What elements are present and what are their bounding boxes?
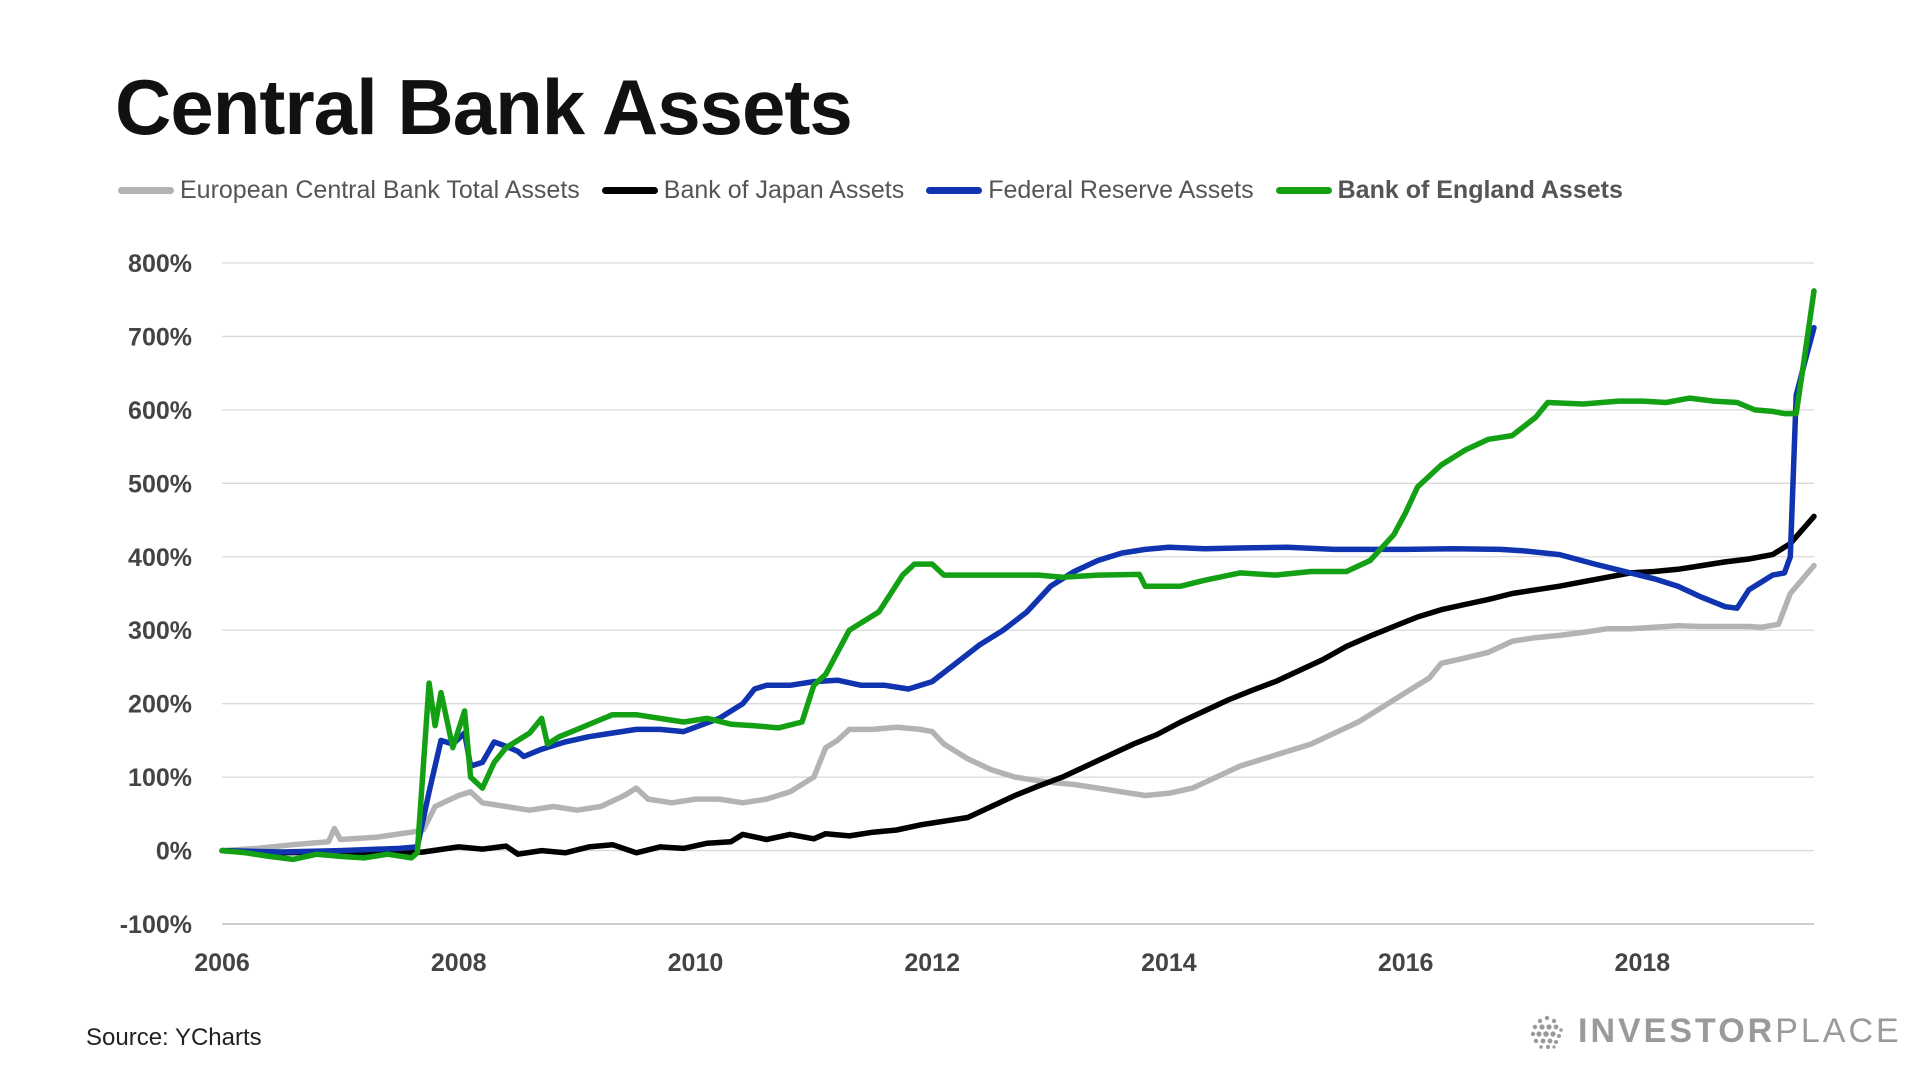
y-tick-label: -100% [120,911,192,939]
legend-item: Bank of Japan Assets [601,176,905,205]
x-tick-label: 2006 [194,949,250,977]
y-tick-label: 300% [128,617,192,645]
legend-label: European Central Bank Total Assets [180,176,580,204]
y-tick-label: 0% [156,838,192,866]
x-tick-label: 2016 [1378,949,1434,977]
y-tick-label: 800% [128,250,192,278]
series-lines [219,288,1817,863]
series-line-bank-of-england-assets [219,288,1817,863]
y-tick-label: 600% [128,397,192,425]
legend-swatch [601,187,658,194]
gridlines [222,262,1814,925]
legend-swatch [118,187,174,194]
x-tick-label: 2008 [431,949,487,977]
axes: -100% 0% 100% 200% 300% 400% 500% 600% 700% 800% 2… [120,250,1814,977]
legend-label: Bank of Japan Assets [663,176,905,204]
x-tick-label: 2010 [668,949,724,977]
brand-text-light: PLACE [1775,1012,1902,1050]
y-tick-label: 100% [128,764,192,792]
chart-legend: European Central Bank Total Assets Bank o… [118,176,1645,205]
source-note: Source: YCharts [86,1024,262,1051]
legend-label: Federal Reserve Assets [988,176,1254,204]
x-tick-label: 2014 [1141,949,1197,977]
legend-item: European Central Bank Total Assets [118,176,580,205]
legend-swatch [1275,187,1332,194]
y-tick-label: 400% [128,544,192,572]
series-line-bank-of-japan-assets [219,513,1817,857]
y-tick-label: 700% [128,323,192,351]
series-line-federal-reserve-assets [219,324,1817,855]
legend-label: Bank of England Assets [1337,176,1623,204]
y-tick-label: 500% [128,470,192,498]
x-tick-label: 2018 [1615,949,1671,977]
investorplace-logo: INVESTOR PLACE [1528,1012,1902,1051]
series-line-european-central-bank-total-assets [219,562,1817,854]
legend-swatch [926,187,983,194]
legend-item: Bank of England Assets [1275,176,1623,205]
globe-dots-icon [1530,1015,1563,1049]
chart-title: Central Bank Assets [115,63,853,151]
x-tick-label: 2012 [904,949,960,977]
y-tick-label: 200% [128,691,192,719]
legend-item: Federal Reserve Assets [926,176,1254,205]
brand-text-bold: INVESTOR [1578,1012,1776,1050]
